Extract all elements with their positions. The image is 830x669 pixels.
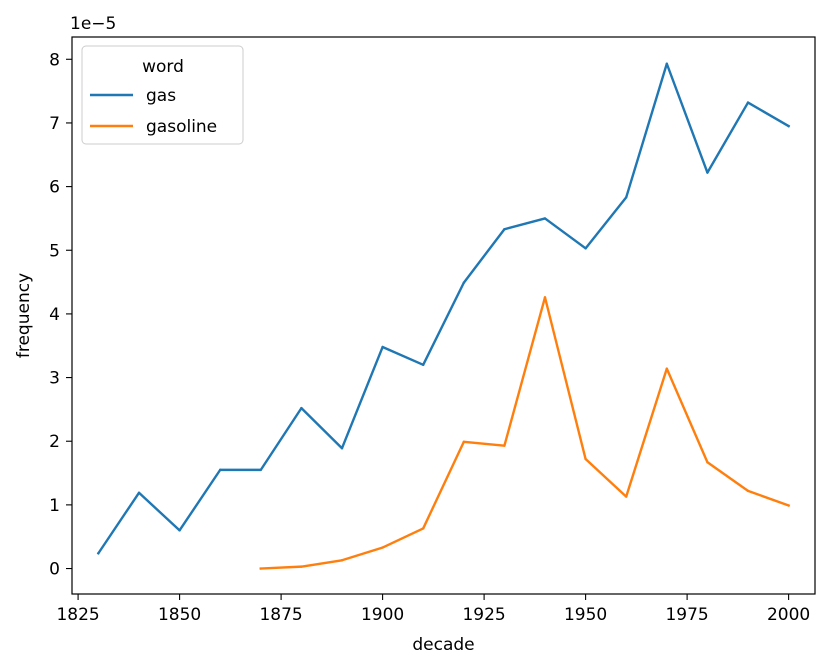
x-tick-label: 1900	[361, 605, 404, 625]
data-point-gasoline	[300, 565, 303, 568]
x-axis: 1825 1850 1875 1900 1925 1950 1975 2000	[56, 594, 810, 625]
data-point-gas	[625, 196, 628, 199]
y-tick-label: 7	[49, 114, 60, 134]
y-tick-label: 8	[49, 50, 60, 70]
data-point-gas	[462, 281, 466, 284]
data-point-gasoline	[665, 367, 669, 370]
series-line-gasoline	[259, 296, 791, 570]
y-offset-label: 1e−5	[70, 14, 116, 34]
data-point-gas	[137, 491, 141, 494]
data-point-gas	[218, 468, 222, 472]
data-point-gas	[421, 363, 425, 367]
y-axis-label: frequency	[14, 273, 34, 358]
legend-box	[81, 45, 244, 145]
axes-frame	[71, 36, 816, 595]
data-point-gasoline	[625, 495, 628, 498]
legend-label-gas: gas	[146, 86, 176, 106]
data-point-gas	[665, 62, 669, 65]
data-point-gas	[706, 171, 709, 174]
data-point-gas	[97, 552, 100, 555]
data-point-gas	[178, 529, 181, 532]
y-tick-label: 1	[49, 496, 60, 516]
data-point-gasoline	[543, 296, 547, 299]
data-point-gasoline	[259, 567, 262, 570]
data-point-gas	[259, 468, 262, 472]
data-point-gas	[300, 406, 303, 410]
data-point-gasoline	[381, 546, 384, 549]
y-tick-label: 5	[49, 241, 60, 261]
data-point-gasoline	[503, 444, 506, 447]
x-tick-label: 1925	[462, 605, 505, 625]
data-point-gas	[381, 345, 384, 349]
data-point-gasoline	[746, 489, 750, 493]
data-point-gas	[746, 101, 750, 104]
x-tick-label: 1875	[259, 605, 302, 625]
y-axis: 0 1 2 3 4 5 6 7 8	[49, 50, 72, 580]
x-tick-label: 2000	[767, 605, 810, 625]
legend-entries: gas gasoline	[90, 86, 217, 137]
data-point-gasoline	[421, 527, 425, 530]
y-tick-label: 2	[49, 432, 60, 452]
x-axis-label: decade	[412, 635, 474, 655]
legend: word gas gasoline	[81, 45, 244, 145]
data-point-gasoline	[584, 457, 587, 461]
data-point-gas	[584, 247, 587, 250]
series-layer	[96, 62, 791, 570]
data-point-gasoline	[340, 559, 344, 562]
data-point-gas	[340, 447, 344, 450]
data-point-gasoline	[787, 504, 790, 507]
x-tick-label: 1950	[564, 605, 607, 625]
y-tick-label: 6	[49, 178, 60, 198]
data-point-gasoline	[462, 440, 466, 444]
data-point-gas	[543, 217, 547, 220]
y-tick-label: 4	[49, 305, 60, 325]
x-tick-label: 1825	[56, 605, 99, 625]
x-tick-label: 1975	[665, 605, 708, 625]
x-tick-label: 1850	[158, 605, 201, 625]
series-line-gas	[96, 62, 791, 555]
y-tick-label: 3	[49, 369, 60, 389]
legend-title: word	[142, 57, 184, 77]
y-tick-label: 0	[49, 560, 60, 580]
data-point-gas	[787, 124, 790, 128]
legend-label-gasoline: gasoline	[146, 117, 217, 137]
data-point-gasoline	[706, 461, 709, 464]
data-point-gas	[503, 228, 506, 231]
